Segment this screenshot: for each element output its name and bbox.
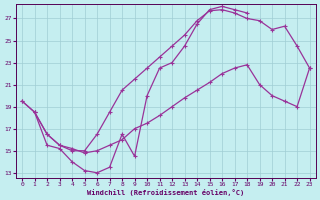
- X-axis label: Windchill (Refroidissement éolien,°C): Windchill (Refroidissement éolien,°C): [87, 189, 244, 196]
